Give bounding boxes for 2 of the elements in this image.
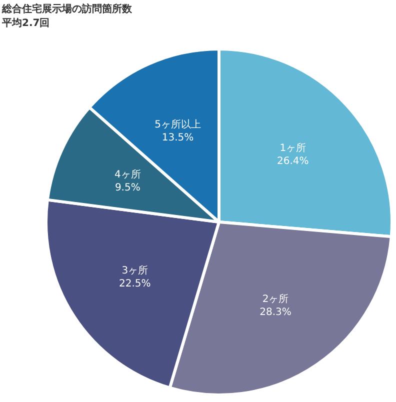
- title: 総合住宅展示場の訪問箇所数: [2, 4, 132, 15]
- subtitle: 平均2.7回: [2, 18, 50, 29]
